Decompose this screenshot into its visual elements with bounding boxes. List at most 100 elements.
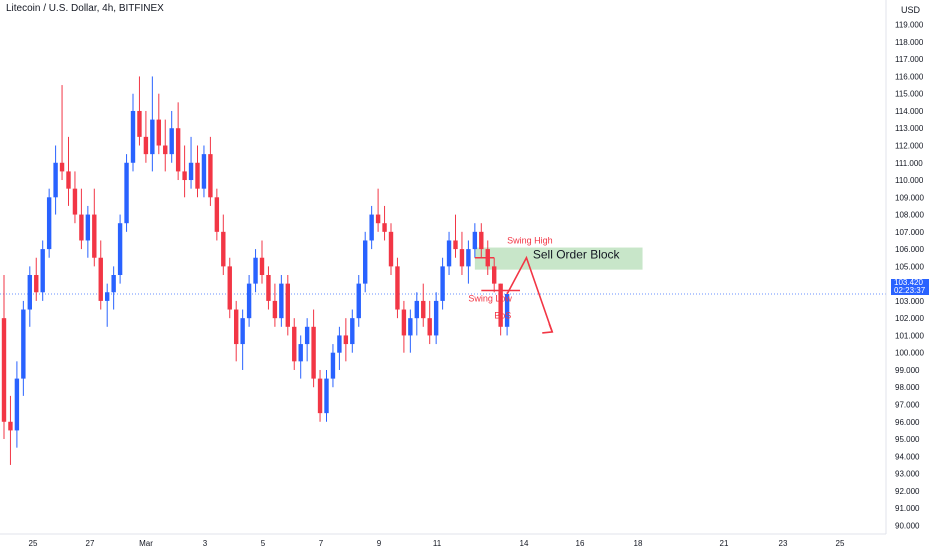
price-tick-label: 116.000	[895, 72, 924, 81]
candle-body	[66, 171, 71, 189]
candle-body	[85, 214, 91, 241]
candle-body	[337, 335, 342, 353]
time-tick-label: 25	[836, 539, 845, 548]
time-tick-label: 25	[29, 539, 38, 548]
price-tick-label: 97.000	[895, 401, 920, 410]
currency-label[interactable]: USD	[901, 5, 921, 15]
candle-body	[369, 214, 374, 241]
candle-body	[427, 318, 432, 336]
candle-body	[414, 300, 419, 319]
order-block-rect	[474, 247, 643, 270]
candle-body	[8, 421, 13, 431]
candle-body	[421, 300, 426, 319]
price-tick-label: 90.000	[895, 521, 920, 530]
candle-body	[272, 300, 278, 319]
candle-body	[214, 197, 220, 232]
candle-body	[298, 344, 303, 362]
candle-body	[311, 326, 316, 379]
candle-body	[105, 292, 110, 301]
candle-body	[395, 266, 400, 310]
candle-body	[72, 188, 78, 215]
time-tick-label: 16	[576, 539, 585, 548]
candle-body	[175, 128, 181, 172]
order-block-zone	[474, 247, 643, 270]
candle-body	[356, 283, 361, 319]
candle-body	[498, 283, 503, 327]
candle-body	[156, 119, 161, 146]
candle-body	[472, 231, 478, 250]
candle-body	[111, 275, 116, 293]
candle-body	[1, 318, 7, 422]
candle-body	[304, 326, 310, 345]
candle-body	[433, 300, 439, 336]
current-price-value: 103.420	[894, 278, 923, 287]
candle-body	[98, 257, 103, 301]
candle-body	[446, 240, 452, 267]
time-axis: 25 27 Mar 3 5 7 9 11 14 16 18 21 23 25	[0, 533, 886, 548]
candle-body	[234, 309, 239, 345]
time-tick-label: 21	[720, 539, 729, 548]
candle-body	[34, 275, 39, 293]
candle-body	[195, 162, 200, 189]
price-tick-label: 114.000	[895, 107, 924, 116]
candle-body	[401, 309, 407, 336]
candle-body	[350, 318, 355, 345]
candle-body	[227, 266, 232, 310]
price-tick-label: 91.000	[895, 504, 920, 513]
candle-body	[124, 162, 129, 224]
time-tick-label: 23	[779, 539, 788, 548]
candle-body	[182, 171, 187, 181]
candle-body	[453, 240, 458, 250]
candle-body	[266, 275, 271, 301]
price-axis: 119.000 118.000 117.000 116.000 115.000 114.0…	[885, 0, 924, 534]
candle-body	[440, 266, 445, 301]
candle-body	[375, 214, 381, 224]
price-tick-label: 98.000	[895, 383, 920, 392]
price-tick-label: 119.000	[895, 21, 924, 30]
price-tick-label: 108.000	[895, 211, 924, 220]
candle-body	[169, 128, 174, 155]
price-tick-label: 101.000	[895, 331, 924, 340]
swing-low-label: Swing Low	[468, 294, 512, 304]
candle-body	[466, 249, 471, 267]
candle-body	[46, 197, 52, 250]
price-tick-label: 100.000	[895, 349, 924, 358]
price-tick-label: 118.000	[895, 38, 924, 47]
candle-body	[492, 266, 497, 284]
candle-body	[240, 318, 245, 345]
candle-body	[163, 145, 168, 155]
time-tick-label: 18	[634, 539, 643, 548]
price-tick-label: 107.000	[895, 228, 924, 237]
candle-body	[279, 283, 284, 319]
current-price-badge: 103.420 02:23:37	[891, 279, 929, 295]
price-tick-label: 105.000	[895, 262, 924, 271]
candle-body	[188, 162, 194, 181]
time-tick-label: 27	[86, 539, 95, 548]
candle-body	[259, 257, 265, 275]
price-tick-label: 103.000	[895, 297, 924, 306]
price-tick-label: 117.000	[895, 55, 924, 64]
price-tick-label: 111.000	[895, 159, 923, 168]
price-tick-label: 106.000	[895, 245, 924, 254]
swing-high-label: Swing High	[507, 236, 553, 246]
candle-body	[459, 249, 465, 267]
candle-body	[479, 231, 484, 250]
candle-body	[408, 318, 413, 336]
price-tick-label: 113.000	[895, 124, 924, 133]
time-tick-label: 9	[377, 539, 382, 548]
candle-body	[292, 326, 297, 362]
candle-body	[130, 110, 136, 163]
time-tick-label: 3	[203, 539, 208, 548]
annotation-lines	[474, 255, 554, 334]
candle-body	[285, 283, 290, 327]
time-tick-label: Mar	[139, 539, 153, 548]
candle-body	[221, 231, 226, 267]
price-tick-label: 93.000	[895, 470, 920, 479]
price-tick-label: 102.000	[895, 314, 924, 323]
candle-body	[388, 231, 394, 267]
time-tick-label: 14	[520, 539, 529, 548]
candle-body	[363, 240, 368, 284]
price-tick-label: 109.000	[895, 193, 924, 202]
candle-body	[253, 257, 258, 284]
